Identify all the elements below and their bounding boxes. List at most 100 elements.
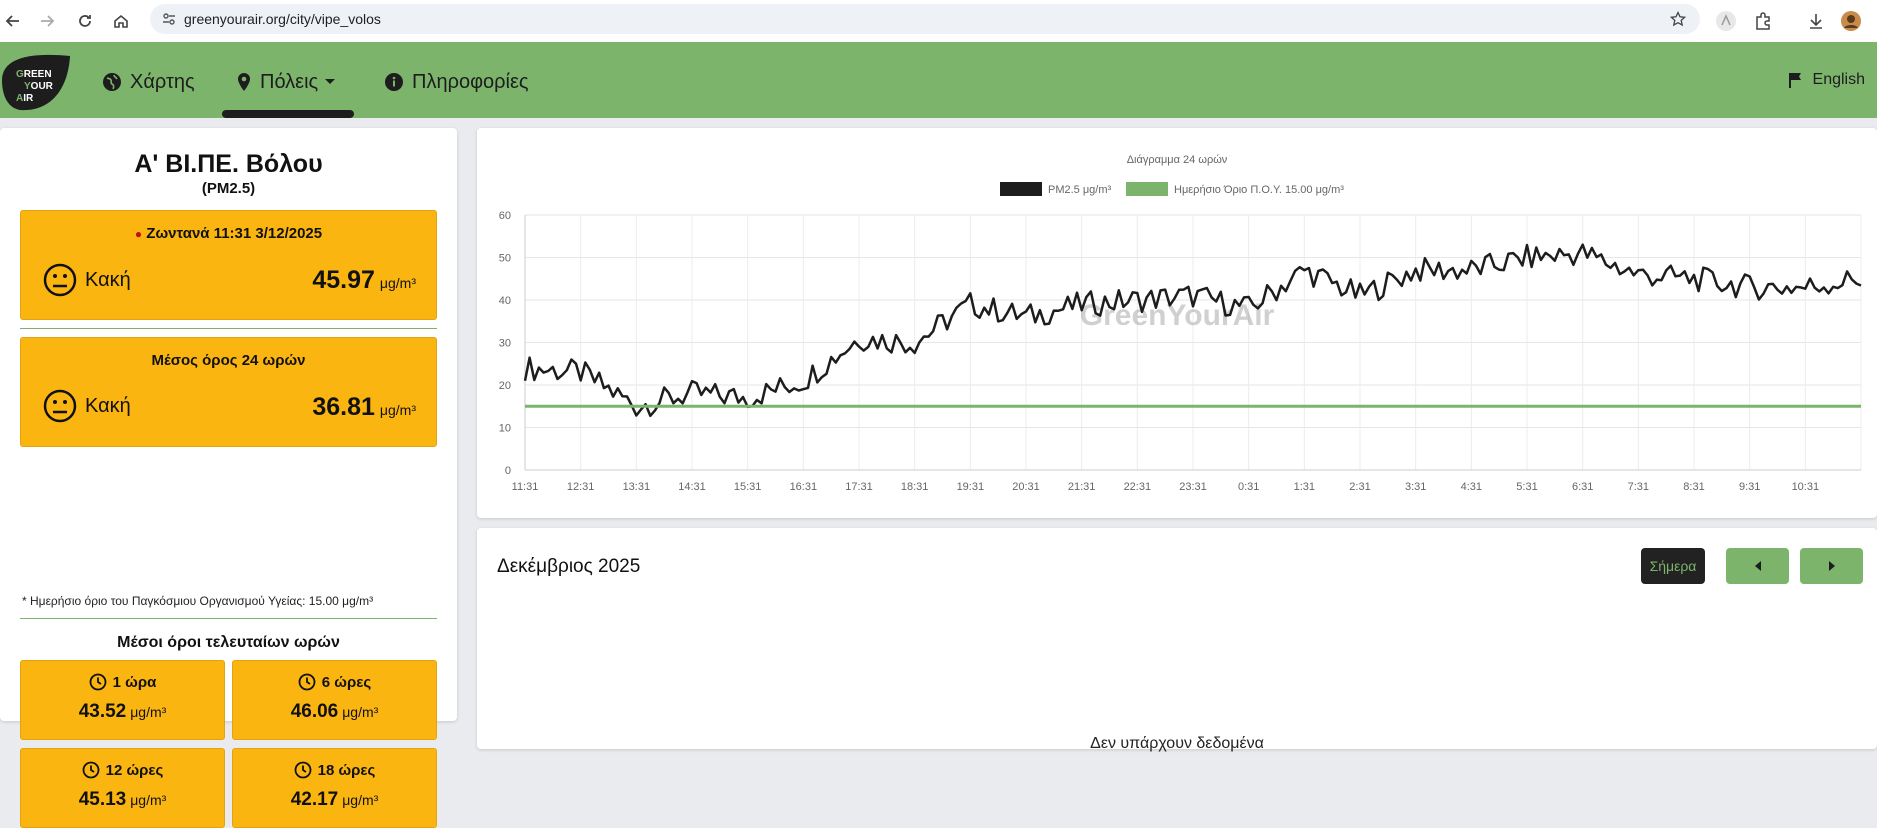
extension-icon[interactable] (1713, 8, 1739, 34)
legend-label-0: PM2.5 μg/m³ (1048, 184, 1112, 196)
avg-6h-card: 6 ώρες 46.06 μg/m³ (232, 660, 437, 740)
reload-icon[interactable] (72, 8, 98, 34)
live-label: Ζωντανά 11:31 3/12/2025 (146, 225, 323, 242)
green-your-air-logo[interactable]: GREEN YOUR AIR (0, 50, 72, 112)
bookmark-star-icon[interactable] (1670, 11, 1686, 27)
avg-1h-card: 1 ώρα 43.52 μg/m³ (20, 660, 225, 740)
caret-down-icon (325, 79, 336, 84)
live-value-unit: μg/m³ (379, 275, 416, 291)
live-value: 45.97 μg/m³ (312, 266, 416, 295)
today-button[interactable]: Σήμερα (1641, 548, 1705, 584)
x-tick-label: 15:31 (734, 481, 762, 493)
prev-month-button[interactable] (1726, 548, 1789, 584)
flag-icon (1788, 73, 1801, 88)
nav-info[interactable]: Πληροφορίες (384, 68, 529, 96)
live-quality: Κακή (43, 263, 131, 297)
x-tick-label: 16:31 (790, 481, 818, 493)
x-tick-label: 7:31 (1628, 481, 1649, 493)
x-tick-label: 17:31 (845, 481, 873, 493)
clock-icon (82, 761, 100, 779)
y-tick-label: 20 (499, 380, 511, 392)
x-tick-label: 6:31 (1572, 481, 1593, 493)
calendar-month: Δεκέμβριος 2025 (497, 556, 641, 577)
caret-right-icon (1828, 561, 1835, 571)
avg-12h-heading: 12 ώρες (21, 761, 224, 779)
x-tick-label: 11:31 (512, 481, 539, 493)
x-tick-label: 12:31 (567, 481, 595, 493)
neutral-face-icon (43, 263, 77, 297)
avg-18h-card: 18 ώρες 42.17 μg/m³ (232, 748, 437, 828)
back-icon[interactable] (0, 8, 26, 34)
nav-cities[interactable]: Πόλεις (236, 68, 344, 96)
browser-toolbar: greenyourair.org/city/vipe_volos (0, 0, 1877, 43)
x-tick-label: 8:31 (1683, 481, 1704, 493)
avg-1h-heading: 1 ώρα (21, 673, 224, 691)
chart-watermark: GreenYourAir (1080, 299, 1275, 332)
divider (20, 618, 437, 619)
nav-map[interactable]: Χάρτης (102, 68, 195, 96)
y-tick-label: 10 (499, 423, 511, 435)
live-heading: ● Ζωντανά 11:31 3/12/2025 (21, 225, 436, 242)
language-label: English (1812, 71, 1865, 88)
live-value-number: 45.97 (312, 266, 375, 294)
legend-swatch-1 (1126, 182, 1168, 196)
avg-18h-heading: 18 ώρες (233, 761, 436, 779)
station-name: Α' ΒΙ.ΠΕ. Βόλου (134, 150, 323, 178)
neutral-face-icon (43, 389, 77, 423)
svg-text:GREEN: GREEN (16, 69, 52, 80)
who-limit-note: * Ημερήσιο όριο του Παγκόσμιου Οργανισμο… (22, 594, 374, 608)
address-bar[interactable]: greenyourair.org/city/vipe_volos (150, 4, 1700, 34)
avg-12h-number: 45.13 (78, 789, 127, 810)
avg-6h-unit: μg/m³ (342, 704, 379, 720)
y-tick-label: 60 (499, 210, 511, 222)
nav-cities-label: Πόλεις (260, 70, 319, 93)
avg-12h-label: 12 ώρες (105, 761, 164, 779)
x-tick-label: 0:31 (1238, 481, 1259, 493)
avg-12h-value: 45.13 μg/m³ (21, 789, 224, 811)
avg-6h-heading: 6 ώρες (233, 673, 436, 691)
x-tick-label: 22:31 (1124, 481, 1152, 493)
avg-18h-unit: μg/m³ (342, 792, 379, 808)
profile-avatar[interactable] (1838, 8, 1864, 34)
avg24-value-unit: μg/m³ (379, 402, 416, 418)
y-tick-label: 50 (499, 253, 511, 265)
nav-map-label: Χάρτης (130, 70, 195, 93)
chart-title: Διάγραμμα 24 ωρών (1127, 154, 1228, 166)
app-navbar (0, 42, 1877, 118)
legend-swatch-0 (1000, 182, 1042, 196)
next-month-button[interactable] (1800, 548, 1863, 584)
globe-icon (103, 73, 121, 91)
y-tick-label: 0 (505, 465, 511, 477)
forward-icon[interactable] (34, 8, 60, 34)
pm25-24h-chart[interactable]: Διάγραμμα 24 ωρών PM2.5 μg/m³ Ημερήσιο Όρι… (477, 128, 1877, 518)
x-tick-label: 3:31 (1405, 481, 1426, 493)
puzzle-icon[interactable] (1750, 8, 1776, 34)
avg24-value-number: 36.81 (312, 393, 375, 421)
avg-18h-value: 42.17 μg/m³ (233, 789, 436, 811)
x-tick-label: 4:31 (1461, 481, 1482, 493)
avg-6h-value: 46.06 μg/m³ (233, 701, 436, 723)
avg-18h-number: 42.17 (290, 789, 339, 810)
download-icon[interactable] (1803, 8, 1829, 34)
live-dot-icon: ● (134, 227, 143, 241)
live-card: ● Ζωντανά 11:31 3/12/2025 Κακή 45.97 μg/m… (20, 210, 437, 320)
site-info-icon[interactable] (162, 12, 176, 26)
recent-averages-title: Μέσοι όροι τελευταίων ωρών (117, 634, 340, 651)
y-tick-label: 30 (499, 338, 511, 350)
active-nav-indicator (222, 110, 354, 118)
clock-icon (89, 673, 107, 691)
map-marker-icon (238, 73, 250, 91)
avg24-label: Μέσος όρος 24 ωρών (151, 352, 306, 369)
clock-icon (298, 673, 316, 691)
avg24-card: Μέσος όρος 24 ωρών Κακή 36.81 μg/m³ (20, 337, 437, 447)
chart-panel: Διάγραμμα 24 ωρών PM2.5 μg/m³ Ημερήσιο Όρι… (477, 128, 1877, 518)
x-tick-label: 10:31 (1792, 481, 1820, 493)
home-icon[interactable] (108, 8, 134, 34)
x-tick-label: 21:31 (1068, 481, 1096, 493)
avg-1h-number: 43.52 (78, 701, 127, 722)
divider (20, 328, 437, 329)
avg24-value: 36.81 μg/m³ (312, 393, 416, 422)
pollutant-label: (PM2.5) (201, 180, 256, 197)
language-switch[interactable]: English (1787, 71, 1865, 89)
svg-text:YOUR: YOUR (24, 81, 54, 92)
